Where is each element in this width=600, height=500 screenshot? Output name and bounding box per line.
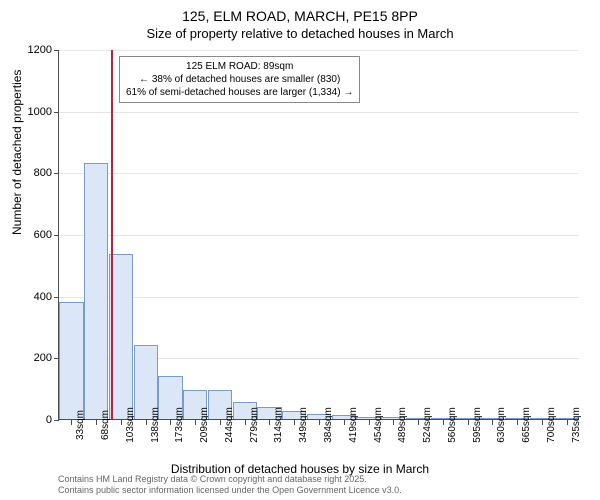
ytick-label: 1200 — [12, 44, 52, 56]
xtick-mark — [220, 420, 221, 425]
xtick-label: 595sqm — [472, 407, 483, 443]
xtick-mark — [542, 420, 543, 425]
xtick-mark — [71, 420, 72, 425]
xtick-label: 524sqm — [422, 407, 433, 443]
ytick-mark — [54, 112, 59, 113]
ytick-mark — [54, 173, 59, 174]
attribution-line2: Contains public sector information licen… — [58, 485, 402, 496]
annotation-line3: 61% of semi-detached houses are larger (… — [126, 86, 353, 99]
ytick-label: 800 — [12, 167, 52, 179]
xtick-mark — [294, 420, 295, 425]
ytick-label: 600 — [12, 229, 52, 241]
ytick-label: 400 — [12, 291, 52, 303]
xtick-label: 349sqm — [298, 407, 309, 443]
xtick-label: 454sqm — [373, 407, 384, 443]
chart-title-line2: Size of property relative to detached ho… — [0, 26, 600, 41]
xtick-mark — [567, 420, 568, 425]
ytick-label: 1000 — [12, 106, 52, 118]
ytick-mark — [54, 297, 59, 298]
xtick-label: 735sqm — [571, 407, 582, 443]
xtick-label: 489sqm — [397, 407, 408, 443]
gridline — [59, 235, 579, 236]
xtick-label: 630sqm — [496, 407, 507, 443]
xtick-mark — [369, 420, 370, 425]
marker-line — [111, 50, 113, 420]
ytick-mark — [54, 420, 59, 421]
xtick-mark — [269, 420, 270, 425]
ytick-mark — [54, 50, 59, 51]
xtick-mark — [344, 420, 345, 425]
annotation-line1: 125 ELM ROAD: 89sqm — [126, 60, 353, 73]
xtick-mark — [443, 420, 444, 425]
xtick-mark — [418, 420, 419, 425]
xtick-mark — [195, 420, 196, 425]
histogram-bar — [59, 302, 83, 419]
attribution-line1: Contains HM Land Registry data © Crown c… — [58, 474, 402, 485]
xtick-mark — [245, 420, 246, 425]
annotation-line2: ← 38% of detached houses are smaller (83… — [126, 73, 353, 86]
xtick-mark — [96, 420, 97, 425]
xtick-mark — [146, 420, 147, 425]
gridline — [59, 173, 579, 174]
ytick-label: 0 — [12, 414, 52, 426]
y-axis-label: Number of detached properties — [10, 70, 24, 235]
xtick-label: 419sqm — [348, 407, 359, 443]
chart-title-line1: 125, ELM ROAD, MARCH, PE15 8PP — [0, 8, 600, 24]
xtick-label: 665sqm — [521, 407, 532, 443]
plot-area: 02004006008001000120033sqm68sqm103sqm138… — [58, 50, 578, 420]
xtick-mark — [393, 420, 394, 425]
gridline — [59, 297, 579, 298]
annotation-box: 125 ELM ROAD: 89sqm← 38% of detached hou… — [119, 56, 360, 103]
ytick-label: 200 — [12, 352, 52, 364]
xtick-label: 700sqm — [546, 407, 557, 443]
gridline — [59, 50, 579, 51]
xtick-label: 384sqm — [323, 407, 334, 443]
xtick-label: 560sqm — [447, 407, 458, 443]
chart-area: 02004006008001000120033sqm68sqm103sqm138… — [58, 50, 578, 420]
histogram-bar — [84, 163, 108, 419]
ytick-mark — [54, 235, 59, 236]
attribution-text: Contains HM Land Registry data © Crown c… — [58, 474, 402, 496]
xtick-mark — [492, 420, 493, 425]
gridline — [59, 112, 579, 113]
xtick-mark — [319, 420, 320, 425]
xtick-mark — [468, 420, 469, 425]
xtick-mark — [517, 420, 518, 425]
xtick-mark — [121, 420, 122, 425]
xtick-mark — [170, 420, 171, 425]
